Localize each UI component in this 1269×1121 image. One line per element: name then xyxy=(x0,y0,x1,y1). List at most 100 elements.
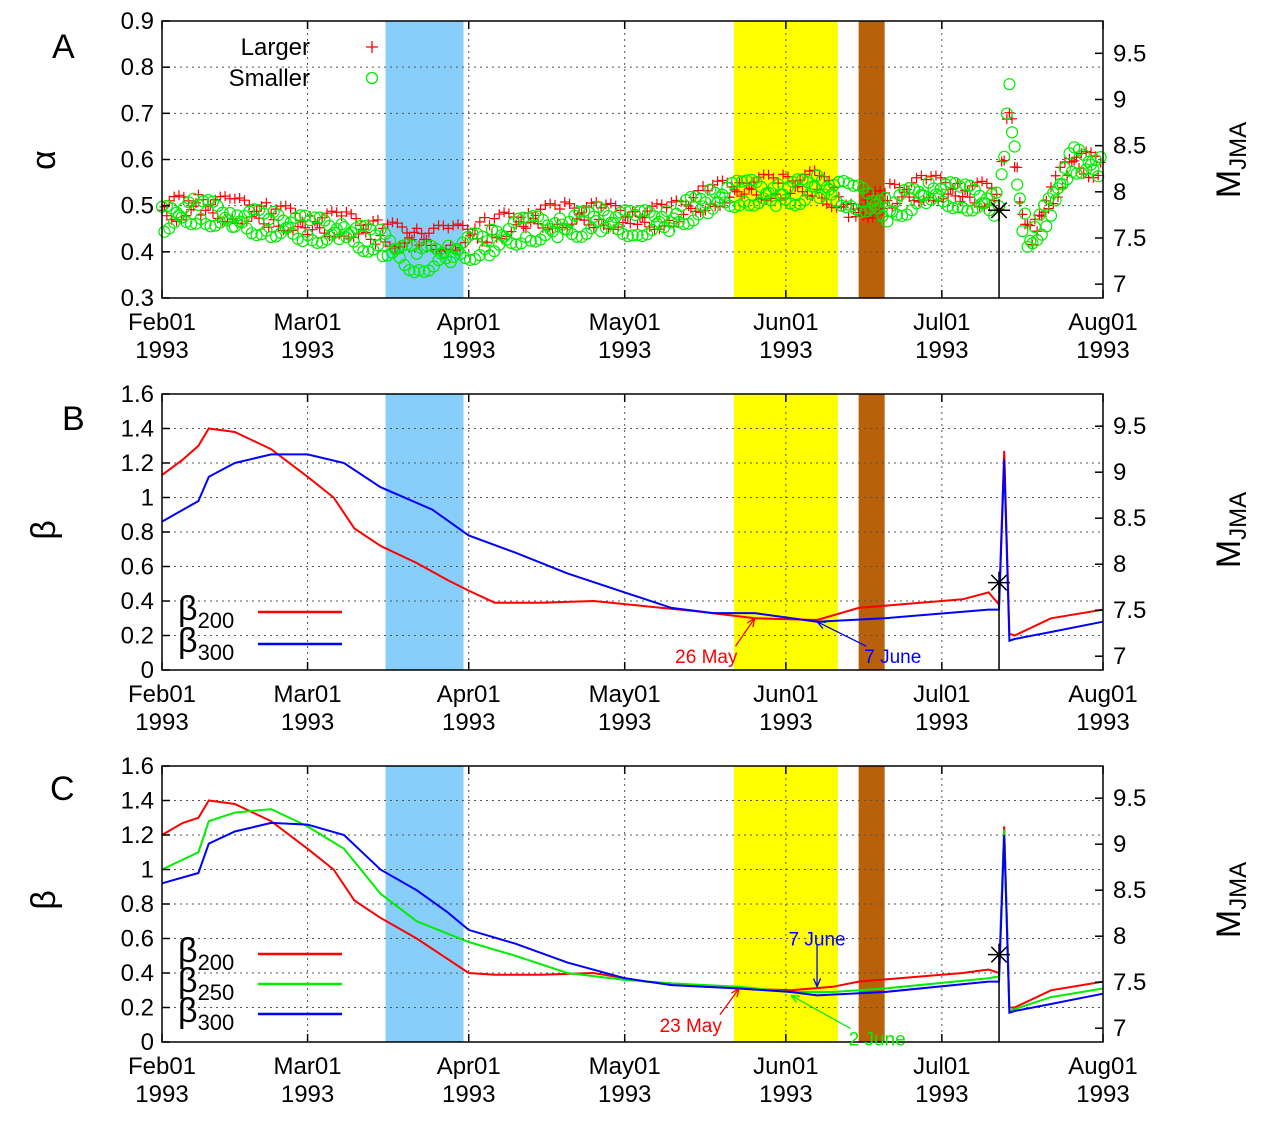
x-tick-label: 1993 xyxy=(135,337,188,364)
panel-label: C xyxy=(50,770,75,808)
data-point xyxy=(1094,151,1107,164)
x-tick-label: Aug01 xyxy=(1068,309,1137,336)
data-point xyxy=(535,204,546,215)
annotation-label: 2 June xyxy=(849,1030,906,1051)
y2-tick-label: 9.5 xyxy=(1113,413,1146,440)
legend-label-beta250: β250 xyxy=(178,962,234,1005)
y-tick-label: 0 xyxy=(141,1029,154,1056)
data-point xyxy=(895,209,909,223)
data-point xyxy=(835,199,848,212)
data-point xyxy=(723,199,736,212)
data-point xyxy=(550,200,561,211)
data-point xyxy=(636,230,649,243)
data-point xyxy=(637,212,648,223)
data-point xyxy=(743,198,756,212)
x-tick-label: May01 xyxy=(589,681,661,708)
data-point xyxy=(541,219,554,232)
x-tick-label: May01 xyxy=(589,1053,661,1080)
x-tick-label: 1993 xyxy=(598,1081,651,1108)
data-point xyxy=(690,206,701,217)
data-point xyxy=(220,191,231,202)
data-point xyxy=(346,208,357,219)
event-asterisk-icon xyxy=(988,199,1011,222)
data-point xyxy=(294,209,307,222)
y2-tick-label: 9.5 xyxy=(1113,785,1146,812)
x-tick-label: 1993 xyxy=(1076,709,1129,736)
data-point xyxy=(201,193,215,207)
data-point xyxy=(464,253,477,267)
x-tick-label: 1993 xyxy=(1076,337,1129,364)
x-tick-label: 1993 xyxy=(915,337,968,364)
data-point xyxy=(1033,208,1046,221)
data-point xyxy=(840,201,853,214)
x-tick-label: Jun01 xyxy=(753,681,818,708)
x-tick-label: 1993 xyxy=(135,1081,188,1108)
data-point xyxy=(540,200,551,211)
data-point xyxy=(357,244,370,258)
data-point xyxy=(626,229,639,242)
data-point xyxy=(280,200,291,211)
data-point xyxy=(1012,162,1023,173)
data-point xyxy=(223,206,237,220)
data-point xyxy=(1050,170,1061,181)
plot-layer: 0 0.2 0.4 0.6 0.8 1 1.2 1.4 1.6 7 7.5 8 8.5 9 9.5 Feb01… xyxy=(121,381,1147,736)
data-point xyxy=(169,191,180,202)
x-tick-label: 1993 xyxy=(915,709,968,736)
data-point xyxy=(995,168,1008,181)
data-point xyxy=(847,179,860,192)
data-point xyxy=(740,174,753,187)
data-point xyxy=(860,195,871,206)
data-point xyxy=(1014,197,1025,207)
data-point xyxy=(1000,107,1013,120)
panel-label: A xyxy=(52,28,75,66)
data-point xyxy=(1013,192,1026,205)
data-point xyxy=(510,238,523,251)
data-point xyxy=(372,214,383,225)
panel-label: B xyxy=(62,400,85,438)
annotation-label: 23 May xyxy=(660,1016,723,1037)
data-point xyxy=(882,195,893,206)
x-tick-label: 1993 xyxy=(598,337,651,364)
data-point xyxy=(784,197,797,210)
y2-tick-label: 9.5 xyxy=(1113,40,1146,67)
data-point xyxy=(396,239,409,252)
data-point xyxy=(621,230,634,243)
y2-axis-label: MJMA xyxy=(1210,862,1252,938)
data-point xyxy=(489,213,500,224)
data-point xyxy=(524,234,537,247)
y-axis-label: β xyxy=(25,520,63,540)
data-point xyxy=(884,178,895,189)
data-point xyxy=(946,202,960,215)
y-axis-label: β xyxy=(25,890,63,910)
y-tick-label: 0.8 xyxy=(121,519,154,546)
data-point xyxy=(261,197,272,208)
data-point xyxy=(250,229,263,242)
series-line-250 xyxy=(161,808,1104,1013)
y2-tick-label: 9 xyxy=(1113,831,1126,858)
data-point xyxy=(1024,234,1037,247)
data-point xyxy=(977,176,988,187)
annotation-label: 7 June xyxy=(789,930,846,951)
y-tick-label: 1 xyxy=(141,857,154,884)
data-point xyxy=(197,195,210,208)
data-point xyxy=(985,188,998,201)
annotation-arrowhead xyxy=(790,994,801,1003)
data-point xyxy=(1003,78,1016,91)
x-tick-label: Mar01 xyxy=(274,681,342,708)
data-point xyxy=(605,198,616,209)
plot-layer: 0 0.2 0.4 0.6 0.8 1 1.2 1.4 1.6 7 7.5 8 8.5 9 9.5 Feb01… xyxy=(121,753,1147,1108)
annotation-arrowhead xyxy=(816,621,827,629)
series-line-300 xyxy=(161,453,1104,643)
data-point xyxy=(1018,207,1032,220)
x-tick-label: Feb01 xyxy=(128,681,196,708)
y-tick-label: 0.6 xyxy=(121,926,154,953)
data-point xyxy=(481,234,494,248)
data-point xyxy=(625,218,636,229)
data-point xyxy=(990,186,1003,199)
data-point xyxy=(730,174,744,187)
x-tick-label: 1993 xyxy=(915,1081,968,1108)
x-tick-label: 1993 xyxy=(281,337,334,364)
data-point xyxy=(533,218,544,229)
y-tick-label: 1.2 xyxy=(121,450,154,477)
x-tick-label: May01 xyxy=(589,309,661,336)
